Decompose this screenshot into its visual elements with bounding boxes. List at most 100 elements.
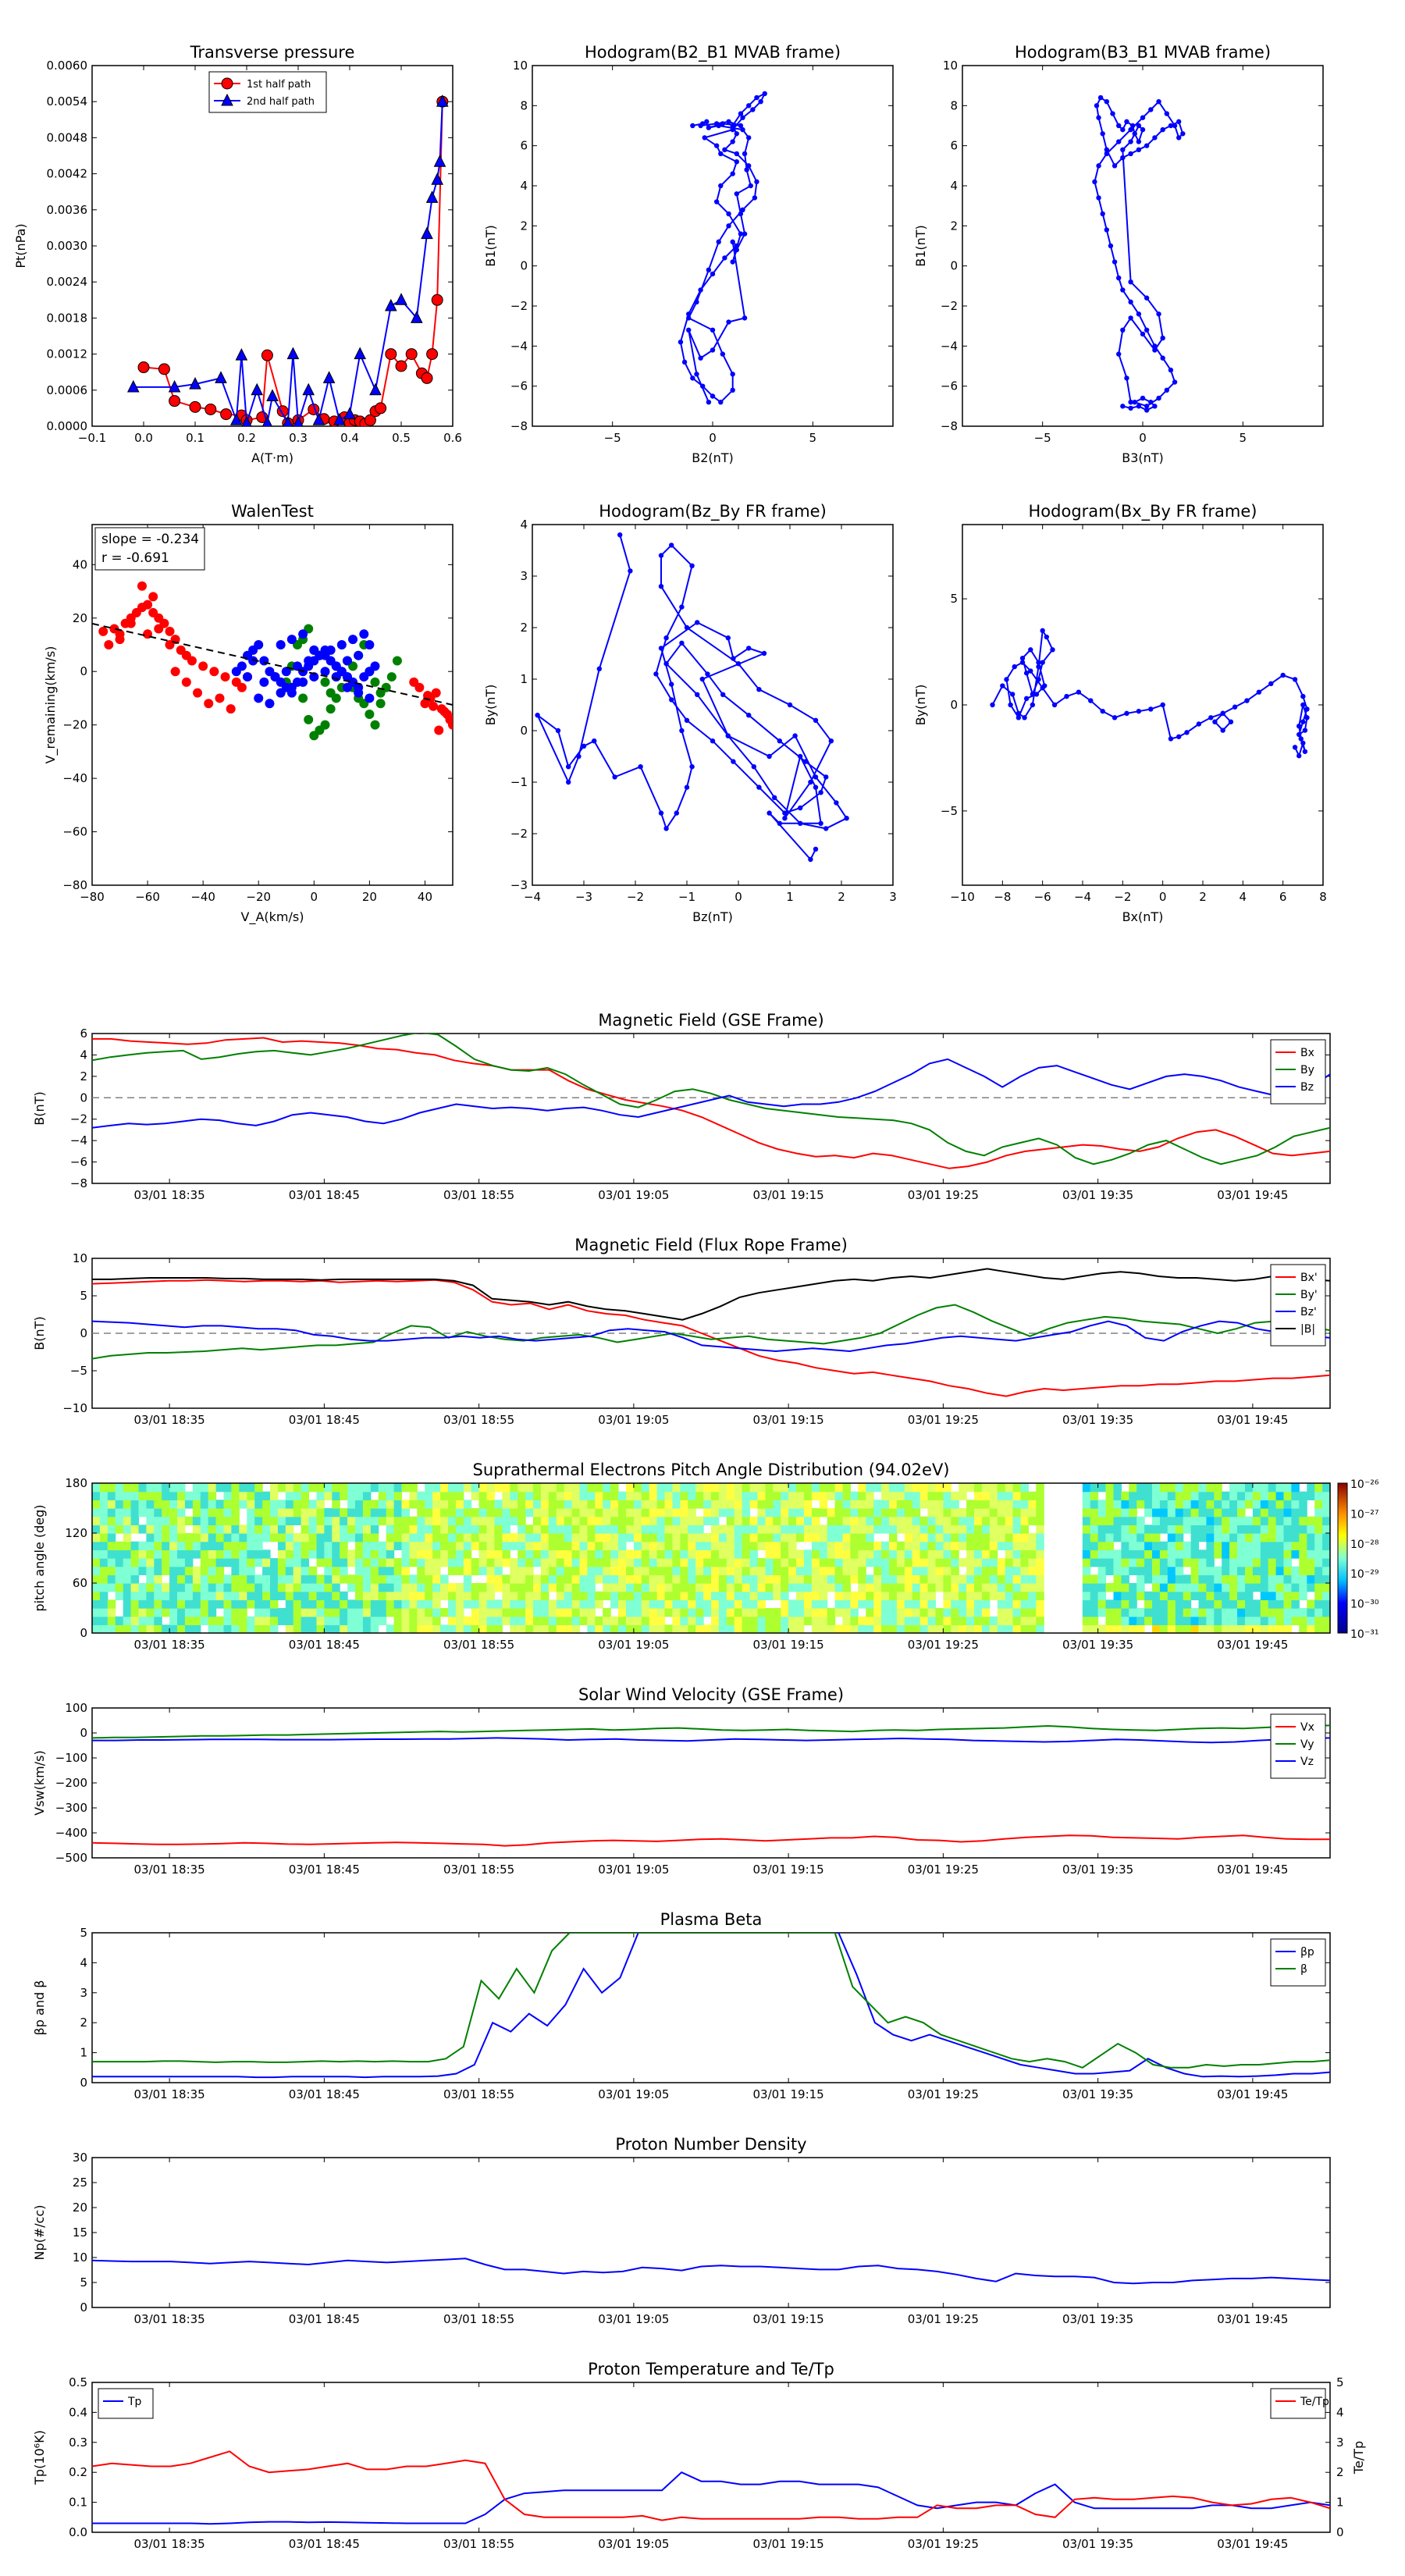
heatmap-cell (154, 1583, 162, 1592)
heatmap-cell (927, 1491, 936, 1500)
heatmap-cell (370, 1616, 379, 1625)
heatmap-cell (927, 1483, 936, 1493)
heatmap-cell (951, 1583, 959, 1592)
data-point (431, 688, 441, 698)
heatmap-cell (301, 1516, 310, 1525)
heatmap-cell (1152, 1583, 1161, 1592)
heatmap-cell (633, 1508, 642, 1517)
heatmap-cell (285, 1624, 294, 1633)
plot-frame (91, 2157, 1331, 2308)
y-tick-label: 60 (73, 1576, 87, 1590)
data-point (1023, 696, 1030, 702)
heatmap-cell (618, 1624, 627, 1633)
heatmap-cell (162, 1591, 170, 1600)
data-point (1036, 660, 1041, 665)
data-point (1144, 295, 1150, 301)
heatmap-cell (919, 1624, 929, 1633)
heatmap-cell (1036, 1500, 1044, 1509)
data-point (1120, 147, 1126, 152)
data-point (1050, 647, 1055, 653)
heatmap-cell (130, 1516, 140, 1525)
data-point (429, 701, 439, 711)
heatmap-cell (254, 1616, 263, 1625)
data-point (1104, 147, 1110, 152)
heatmap-cell (425, 1533, 433, 1542)
heatmap-cell (107, 1566, 116, 1575)
y-tick-label: −80 (62, 878, 87, 892)
heatmap-cell (1113, 1500, 1122, 1509)
heatmap-cell (1214, 1550, 1222, 1559)
data-point (744, 167, 749, 173)
heatmap-cell (1183, 1541, 1192, 1550)
heatmap-cell (834, 1550, 844, 1559)
data-point (1116, 351, 1122, 357)
heatmap-cell (726, 1516, 735, 1525)
heatmap-cell (1005, 1541, 1014, 1550)
series-line-Bx (92, 1037, 1330, 1169)
heatmap-cell (154, 1483, 162, 1493)
heatmap-cell (827, 1525, 836, 1534)
heatmap-cell (401, 1591, 410, 1600)
colorbar-tick-label: 10⁻²⁸ (1350, 1539, 1379, 1551)
heatmap-cell (718, 1558, 727, 1567)
heatmap-cell (340, 1541, 348, 1550)
heatmap-cell (386, 1541, 395, 1550)
heatmap-cell (486, 1550, 495, 1559)
data-point (1019, 656, 1026, 661)
heatmap-cell (370, 1574, 379, 1584)
series-line-Vx (92, 1834, 1330, 1847)
heatmap-cell (200, 1491, 209, 1500)
heatmap-cell (896, 1624, 905, 1633)
heatmap-cell (293, 1599, 302, 1609)
heatmap-cell (781, 1574, 789, 1584)
heatmap-cell (1036, 1508, 1044, 1517)
legend-label: 2nd half path (247, 96, 315, 108)
heatmap-cell (803, 1508, 813, 1517)
heatmap-cell (432, 1508, 441, 1517)
heatmap-cell (688, 1550, 696, 1559)
heatmap-cell (1183, 1500, 1192, 1509)
heatmap-cell (912, 1583, 921, 1592)
heatmap-cell (858, 1491, 866, 1500)
data-point (566, 764, 571, 770)
series-line-Tp (92, 2471, 1330, 2525)
heatmap-cell (803, 1533, 813, 1542)
heatmap-cell (571, 1608, 581, 1617)
heatmap-cell (935, 1624, 944, 1633)
heatmap-cell (587, 1599, 596, 1609)
heatmap-cell (997, 1541, 1006, 1550)
heatmap-cell (200, 1574, 209, 1584)
heatmap-cell (1020, 1624, 1029, 1633)
heatmap-cell (355, 1558, 364, 1567)
heatmap-cell (1283, 1616, 1292, 1625)
heatmap-cell (981, 1608, 991, 1617)
heatmap-cell (773, 1483, 781, 1493)
heatmap-cell (1283, 1541, 1292, 1550)
heatmap-cell (935, 1583, 944, 1592)
heatmap-cell (1291, 1583, 1300, 1592)
heatmap-cell (1129, 1533, 1137, 1542)
heatmap-cell (463, 1616, 472, 1625)
data-point (669, 543, 674, 548)
data-point (1144, 407, 1150, 413)
data-point (686, 315, 692, 321)
heatmap-cell (370, 1591, 379, 1600)
heatmap-cell (123, 1558, 132, 1567)
heatmap-cell (749, 1491, 759, 1500)
heatmap-cell (1229, 1525, 1238, 1534)
heatmap-cell (1237, 1516, 1246, 1525)
heatmap-cell (734, 1574, 743, 1584)
heatmap-cell (703, 1541, 712, 1550)
heatmap-cell (340, 1599, 348, 1609)
y-right-tick-label: 2 (1336, 2465, 1344, 2479)
heatmap-cell (1167, 1500, 1176, 1509)
y-tick-label: 0 (520, 259, 528, 273)
heatmap-cell (919, 1574, 929, 1584)
heatmap-cell (587, 1616, 596, 1625)
heatmap-cell (409, 1550, 418, 1559)
series-line (133, 101, 443, 426)
heatmap-cell (1012, 1525, 1022, 1534)
heatmap-cell (688, 1533, 696, 1542)
heatmap-cell (1121, 1599, 1129, 1609)
heatmap-cell (177, 1558, 186, 1567)
